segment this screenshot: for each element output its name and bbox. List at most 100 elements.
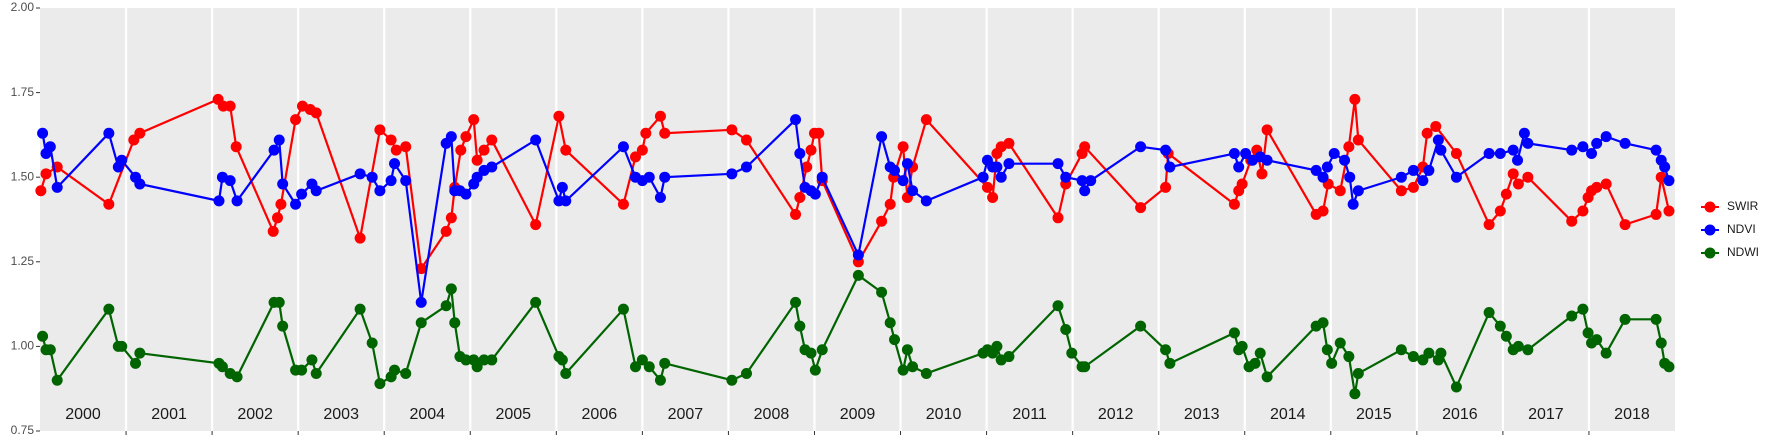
point	[1317, 171, 1329, 183]
point	[1164, 357, 1176, 369]
year-label: 2006	[582, 406, 618, 423]
point	[400, 141, 412, 153]
point	[790, 208, 802, 220]
y-tick-label: 1.50	[11, 169, 35, 183]
point	[366, 337, 378, 349]
point	[231, 195, 243, 207]
point	[1395, 171, 1407, 183]
point	[897, 175, 909, 187]
point	[659, 127, 671, 139]
point	[1522, 344, 1534, 356]
point	[889, 164, 901, 176]
point	[556, 181, 568, 193]
point	[884, 198, 896, 210]
point	[277, 178, 289, 190]
point	[1352, 134, 1364, 146]
point	[1135, 320, 1147, 332]
y-tick-label: 2.00	[11, 0, 35, 14]
year-label: 2005	[495, 406, 531, 423]
point	[1577, 303, 1589, 315]
point	[389, 158, 401, 170]
point	[1566, 215, 1578, 227]
point	[816, 171, 828, 183]
point	[385, 175, 397, 187]
point	[290, 198, 302, 210]
point	[816, 344, 828, 356]
point	[617, 141, 629, 153]
point	[1663, 205, 1675, 217]
point	[1321, 344, 1333, 356]
point	[1518, 127, 1530, 139]
point	[440, 225, 452, 237]
point	[44, 344, 56, 356]
point	[560, 367, 572, 379]
point	[1060, 171, 1072, 183]
point	[809, 364, 821, 376]
point	[1619, 137, 1631, 149]
point	[1079, 185, 1091, 197]
point	[813, 127, 825, 139]
point	[1500, 188, 1512, 200]
year-label: 2018	[1614, 406, 1650, 423]
point	[1352, 185, 1364, 197]
panel-background	[40, 8, 1675, 431]
point	[1659, 161, 1671, 173]
point	[995, 171, 1007, 183]
point	[390, 144, 402, 156]
point	[1326, 357, 1338, 369]
point	[1352, 367, 1364, 379]
point	[449, 317, 461, 329]
year-label: 2016	[1442, 406, 1478, 423]
legend-point	[1704, 247, 1716, 259]
point	[268, 144, 280, 156]
legend-point	[1704, 224, 1716, 236]
point	[1052, 158, 1064, 170]
point	[1417, 175, 1429, 187]
point	[374, 378, 386, 390]
year-label: 2003	[323, 406, 359, 423]
point	[805, 144, 817, 156]
point	[1236, 340, 1248, 352]
point	[1407, 181, 1419, 193]
y-tick-label: 1.25	[11, 254, 35, 268]
point	[530, 134, 542, 146]
point	[560, 144, 572, 156]
point	[1566, 144, 1578, 156]
legend-label: NDWI	[1727, 245, 1759, 259]
point	[1240, 148, 1252, 160]
point	[740, 134, 752, 146]
point	[654, 374, 666, 386]
point	[1600, 178, 1612, 190]
point	[1343, 351, 1355, 363]
point	[1003, 137, 1015, 149]
point	[231, 371, 243, 383]
point	[216, 361, 228, 373]
point	[901, 344, 913, 356]
point	[116, 154, 128, 166]
point	[640, 127, 652, 139]
point	[1522, 171, 1534, 183]
point	[385, 134, 397, 146]
point	[468, 114, 480, 126]
point	[1619, 313, 1631, 325]
point	[1582, 327, 1594, 339]
point	[530, 219, 542, 231]
point	[1317, 205, 1329, 217]
point	[1160, 181, 1172, 193]
point	[415, 317, 427, 329]
point	[1483, 219, 1495, 231]
point	[230, 141, 242, 153]
point	[991, 340, 1003, 352]
point	[726, 168, 738, 180]
point	[876, 131, 888, 143]
point	[103, 127, 115, 139]
point	[794, 192, 806, 204]
year-label: 2000	[65, 406, 101, 423]
point	[790, 114, 802, 126]
point	[471, 171, 483, 183]
point	[1435, 144, 1447, 156]
point	[445, 131, 457, 143]
point	[486, 134, 498, 146]
point	[654, 192, 666, 204]
point	[478, 144, 490, 156]
